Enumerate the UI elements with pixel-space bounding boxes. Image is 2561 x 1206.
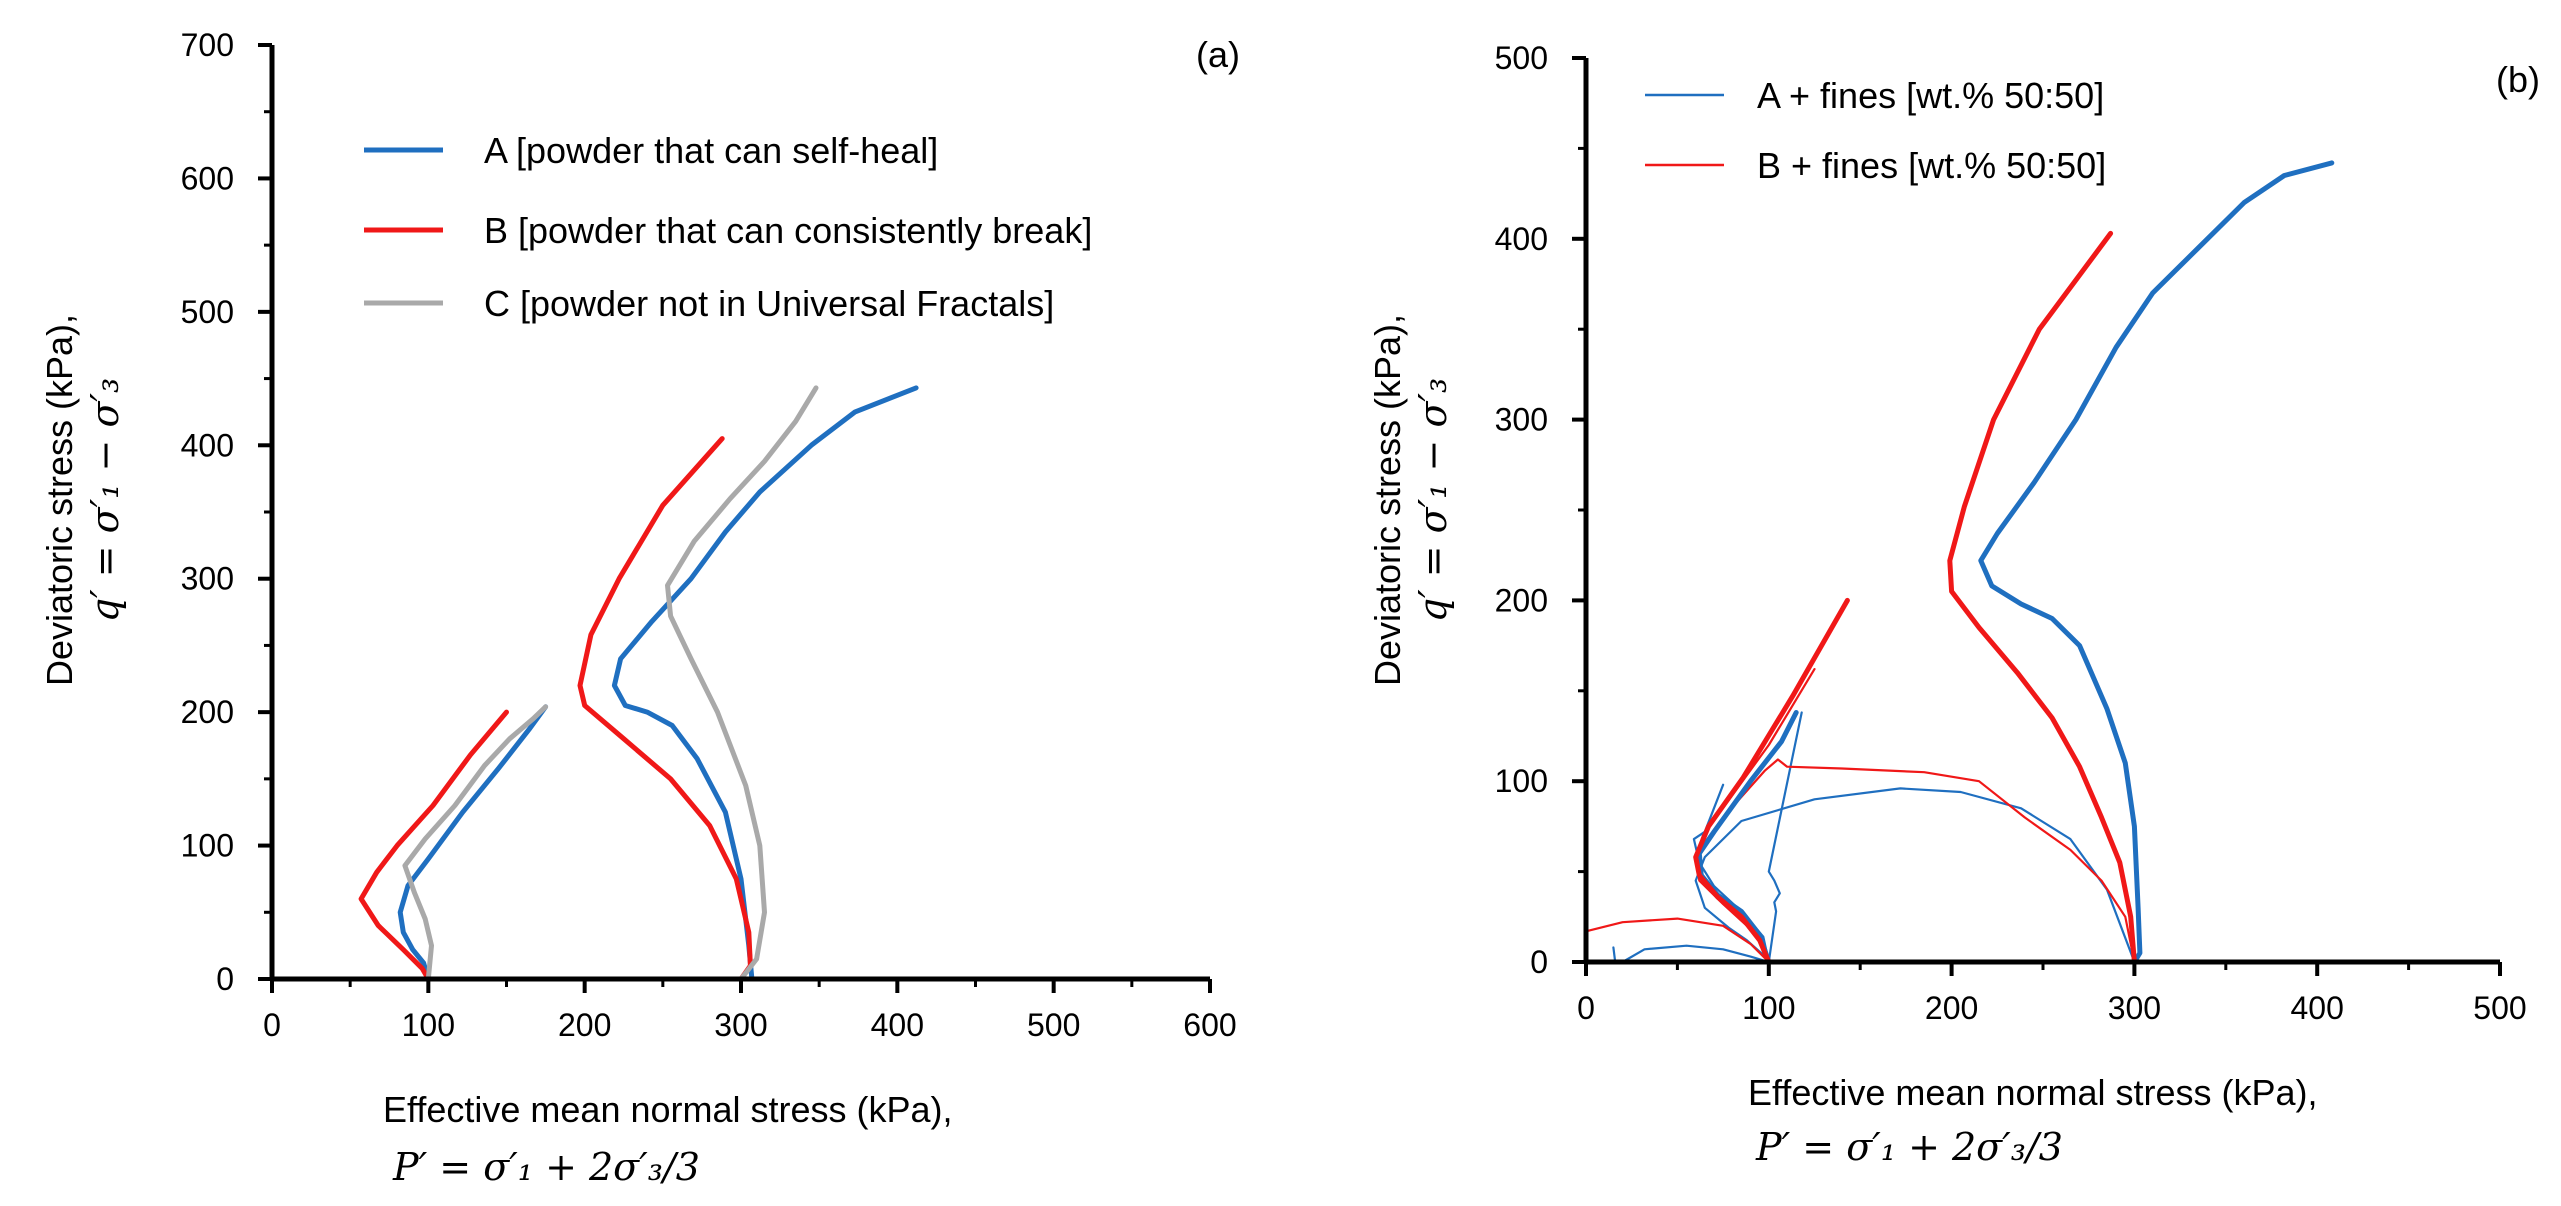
series-A_fines-path-3-b [1767,711,1803,964]
x-tick-label-0-a: 0 [263,1007,281,1043]
y-tick-label-300-b: 300 [1495,402,1548,438]
y-tick-label-400-a: 400 [181,427,234,463]
y-axis-formula-b: q′ = σ′₁ − σ′₃ [1411,378,1455,623]
x-axis-formula-a: P′ = σ′₁ + 2σ′₃/3 [392,1145,700,1189]
x-tick-label-600-a: 600 [1183,1007,1236,1043]
series-A_fines-path-2-b [1694,787,2136,964]
series-B_thick-path-0-b [1693,597,1850,965]
chart-panel-b: 0 100 200 300 400 500 0 100 200 300 400 500 (b) A +… [1367,40,2540,1169]
x-tick-label-100-b: 100 [1742,990,1795,1026]
series-C-path-0-a [402,704,549,982]
x-tick-label-100-a: 100 [402,1007,455,1043]
y-tick-label-0-a: 0 [216,961,234,997]
y-tick-label-100-a: 100 [181,828,234,864]
x-tick-label-400-a: 400 [871,1007,924,1043]
y-tick-label-600-a: 600 [181,160,234,196]
x-axis-formula-b: P′ = σ′₁ + 2σ′₃/3 [1755,1125,2063,1169]
y-tick-label-200-b: 200 [1495,582,1548,618]
series-B-path-0-a [358,709,509,982]
x-tick-label-0-b: 0 [1577,990,1595,1026]
y-axis-formula-a: q′ = σ′₁ − σ′₃ [83,378,127,623]
series-A_thick-path-1-b [1978,160,2335,965]
x-tick-label-200-b: 200 [1925,990,1978,1026]
legend-b-label-B: B + fines [wt.% 50:50] [1757,145,2106,186]
series-B_thick-path-1-b [1947,230,2137,965]
series-A-path-0-a [397,704,549,982]
y-tick-label-100-b: 100 [1495,763,1548,799]
series-B_fines-path-0-b [1584,917,1770,964]
legend-a-label-A: A [powder that can self-heal] [484,130,938,171]
chart-panel-a: 0 100 200 300 400 500 600 0 100 200 300 400 500 600 70… [39,27,1240,1189]
panel-b-label: (b) [2496,59,2540,100]
y-tick-label-300-a: 300 [181,561,234,597]
y-tick-label-0-b: 0 [1530,944,1548,980]
panel-a-label: (a) [1196,34,1240,75]
y-tick-label-500-b: 500 [1495,40,1548,76]
axes-b: 0 100 200 300 400 500 0 100 200 300 400 500 [1495,40,2527,1026]
series-B-path-1-a [577,436,753,982]
y-axis-label-b: Deviatoric stress (kPa), [1367,314,1408,686]
axes-a: 0 100 200 300 400 500 600 0 100 200 300 400 500 600 70… [181,27,1237,1043]
legend-b: A + fines [wt.% 50:50] B + fines [wt.% 5… [1645,75,2106,186]
series-layer-a [358,385,919,982]
legend-a-label-B: B [powder that can consistently break] [484,210,1092,251]
y-tick-label-700-a: 700 [181,27,234,63]
x-tick-label-300-b: 300 [2108,990,2161,1026]
legend-b-label-A: A + fines [wt.% 50:50] [1757,75,2104,116]
x-axis-label-a: Effective mean normal stress (kPa), [383,1089,953,1130]
series-B_fines-path-2-b [1698,758,2136,964]
legend-a: A [powder that can self-heal] B [powder … [364,130,1092,324]
series-layer-b [1584,160,2335,965]
y-axis-label-a: Deviatoric stress (kPa), [39,314,80,686]
x-tick-label-500-a: 500 [1027,1007,1080,1043]
legend-a-label-C: C [powder not in Universal Fractals] [484,283,1054,324]
x-tick-label-200-a: 200 [558,1007,611,1043]
x-axis-label-b: Effective mean normal stress (kPa), [1748,1072,2318,1113]
series-A_thick-path-0-b [1696,710,1799,965]
y-tick-label-400-b: 400 [1495,221,1548,257]
x-tick-label-400-b: 400 [2291,990,2344,1026]
y-tick-label-200-a: 200 [181,694,234,730]
y-tick-label-500-a: 500 [181,294,234,330]
series-A-path-1-a [611,385,919,982]
series-C-path-1-a [665,385,819,982]
x-tick-label-500-b: 500 [2473,990,2526,1026]
x-tick-label-300-a: 300 [714,1007,767,1043]
